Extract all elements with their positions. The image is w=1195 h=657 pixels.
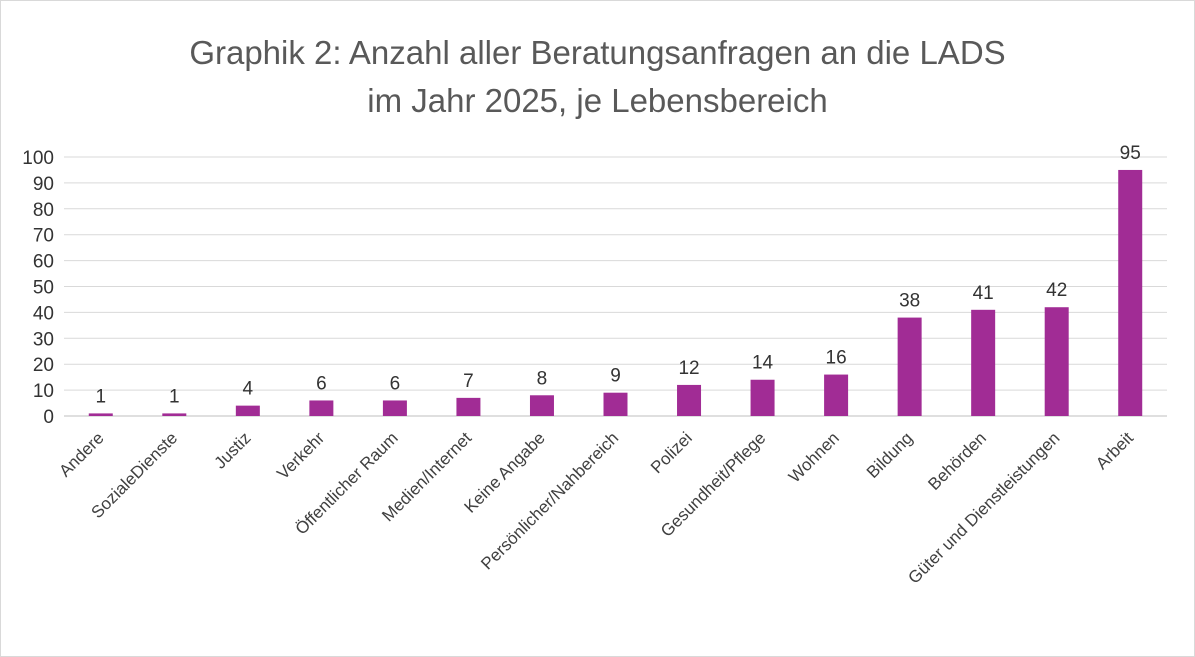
- bar: [971, 309, 996, 416]
- y-tick-label: 10: [33, 381, 54, 402]
- data-label: 4: [243, 379, 254, 400]
- y-tick-label: 60: [33, 252, 54, 273]
- data-label: 41: [973, 283, 994, 304]
- data-label: 16: [826, 348, 847, 369]
- data-label: 12: [678, 358, 699, 379]
- x-tick-label: Justiz: [210, 428, 254, 472]
- data-label: 9: [610, 366, 621, 387]
- y-tick-label: 0: [43, 407, 54, 428]
- chart-title: Graphik 2: Anzahl aller Beratungsanfrage…: [1, 29, 1194, 125]
- bar: [88, 413, 113, 416]
- data-label: 38: [899, 291, 920, 312]
- bars: [88, 169, 1143, 416]
- bar: [677, 384, 702, 416]
- x-tick-label: Wohnen: [785, 428, 843, 486]
- chart-title-line-2: im Jahr 2025, je Lebensbereich: [367, 82, 828, 119]
- x-tick-label: Persönlicher/Nahbereich: [477, 428, 622, 573]
- bar: [897, 317, 922, 416]
- y-tick-label: 80: [33, 200, 54, 221]
- data-label: 8: [537, 368, 548, 389]
- y-axis-ticks: 0 10 20 30 40 50 60 70 80 90 100: [22, 148, 54, 428]
- bar: [235, 405, 260, 416]
- bar: [529, 395, 554, 416]
- x-tick-label: Arbeit: [1092, 428, 1137, 473]
- data-label: 95: [1120, 143, 1141, 164]
- chart-title-line-1: Graphik 2: Anzahl aller Beratungsanfrage…: [189, 34, 1006, 71]
- data-label: 1: [95, 386, 106, 407]
- x-tick-label: Behörden: [924, 428, 990, 494]
- y-tick-label: 100: [22, 148, 54, 169]
- bar: [162, 413, 187, 416]
- data-label: 1: [169, 386, 180, 407]
- x-tick-label: Andere: [55, 428, 107, 480]
- bar: [824, 374, 849, 416]
- data-label: 14: [752, 353, 774, 374]
- bar: [1118, 169, 1143, 416]
- x-tick-label: Bildung: [863, 428, 917, 482]
- data-label: 6: [390, 373, 401, 394]
- x-tick-label: Polizei: [647, 428, 696, 477]
- y-tick-label: 20: [33, 355, 54, 376]
- y-tick-label: 50: [33, 278, 54, 299]
- bar: [456, 397, 481, 416]
- y-tick-label: 90: [33, 174, 54, 195]
- x-tick-label: Verkehr: [273, 428, 328, 483]
- bar: [1044, 307, 1069, 416]
- bar: [382, 400, 407, 416]
- y-tick-label: 40: [33, 303, 54, 324]
- y-tick-label: 70: [33, 226, 54, 247]
- x-tick-label: Güter und Dienstleistungen: [904, 428, 1063, 587]
- bar: [750, 379, 775, 416]
- bar: [309, 400, 334, 416]
- y-tick-label: 30: [33, 329, 54, 350]
- bar: [603, 392, 628, 416]
- data-label: 42: [1046, 280, 1067, 301]
- data-label: 7: [463, 371, 474, 392]
- data-label: 6: [316, 373, 327, 394]
